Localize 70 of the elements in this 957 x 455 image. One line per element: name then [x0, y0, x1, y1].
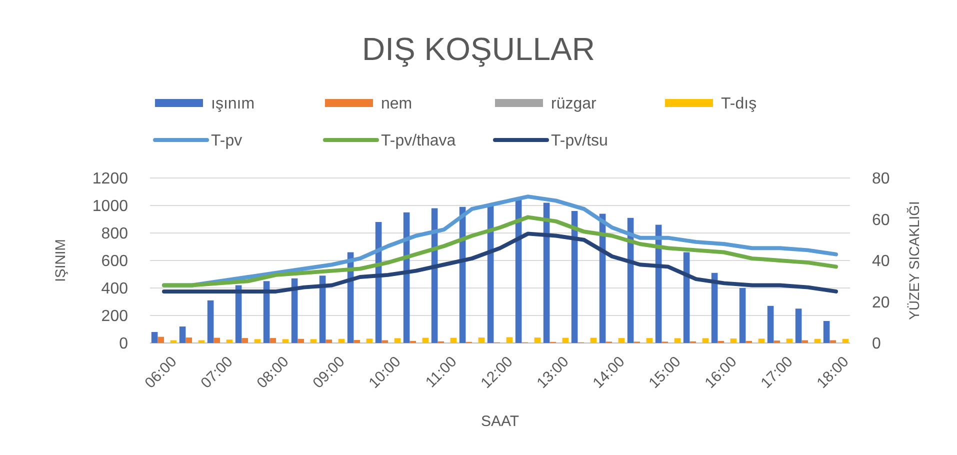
bar [151, 332, 158, 343]
bar [758, 338, 765, 343]
bar [802, 340, 808, 343]
bar [282, 339, 289, 343]
bar [562, 338, 569, 343]
bar [310, 339, 317, 343]
bar [534, 338, 541, 343]
bar [207, 300, 214, 343]
y-tick-label: 0 [119, 336, 128, 353]
y2-tick-label: 80 [872, 170, 890, 188]
bar [823, 321, 830, 343]
bar [326, 340, 332, 343]
legend-label: ışınım [211, 96, 255, 113]
bar [842, 338, 849, 343]
bar [179, 326, 186, 343]
y-axis-title: IŞINIM [52, 239, 68, 282]
y2-tick-label: 20 [872, 294, 890, 312]
bar [478, 338, 485, 343]
bar [590, 338, 597, 343]
bar [730, 338, 737, 343]
bar [618, 338, 625, 343]
bar [795, 308, 802, 343]
legend-label: nem [381, 96, 412, 113]
chart-title: DIŞ KOŞULLAR [362, 31, 595, 67]
bar [298, 338, 304, 343]
bar [506, 337, 513, 343]
bar [543, 202, 550, 343]
legend-label: T-pv/tsu [551, 132, 608, 150]
bar [226, 340, 233, 343]
legend-label: T-pv/thava [381, 132, 456, 150]
line-series [162, 215, 838, 288]
x-axis-title: SAAT [480, 413, 520, 430]
bar [702, 338, 709, 343]
y2-axis-title: YÜZEY SICAKLIĞI [906, 201, 922, 320]
bar [786, 338, 793, 343]
bar [646, 338, 653, 343]
bar [338, 338, 345, 343]
bar [814, 338, 821, 343]
y2-tick-label: 40 [872, 253, 890, 270]
y-tick-label: 600 [101, 253, 128, 270]
legend-label: T-pv [211, 132, 242, 150]
y-tick-label: 1000 [92, 198, 128, 216]
y-tick-label: 800 [101, 226, 128, 243]
bar [830, 340, 836, 343]
legend-label: T-dış [721, 96, 757, 113]
bar [683, 252, 690, 343]
bar [450, 338, 457, 343]
y-tick-label: 400 [101, 280, 128, 298]
bar [270, 338, 276, 343]
bar [254, 339, 261, 343]
bar [394, 338, 401, 343]
y2-tick-label: 0 [872, 336, 881, 353]
bar [674, 338, 681, 343]
y-tick-label: 200 [101, 308, 128, 326]
legend-label: rüzgar [551, 96, 598, 113]
bar [422, 338, 429, 343]
y-tick-label: 1200 [92, 170, 128, 188]
y2-tick-label: 60 [872, 212, 890, 229]
bar [711, 272, 718, 343]
bar [366, 338, 373, 343]
bar [214, 338, 220, 343]
bar [242, 338, 248, 343]
bar [319, 276, 326, 343]
line-series [162, 232, 838, 294]
bar [354, 340, 360, 343]
bar [186, 338, 192, 343]
bar [158, 336, 164, 343]
bar [739, 288, 746, 343]
bar [382, 340, 388, 343]
bar [767, 306, 774, 343]
